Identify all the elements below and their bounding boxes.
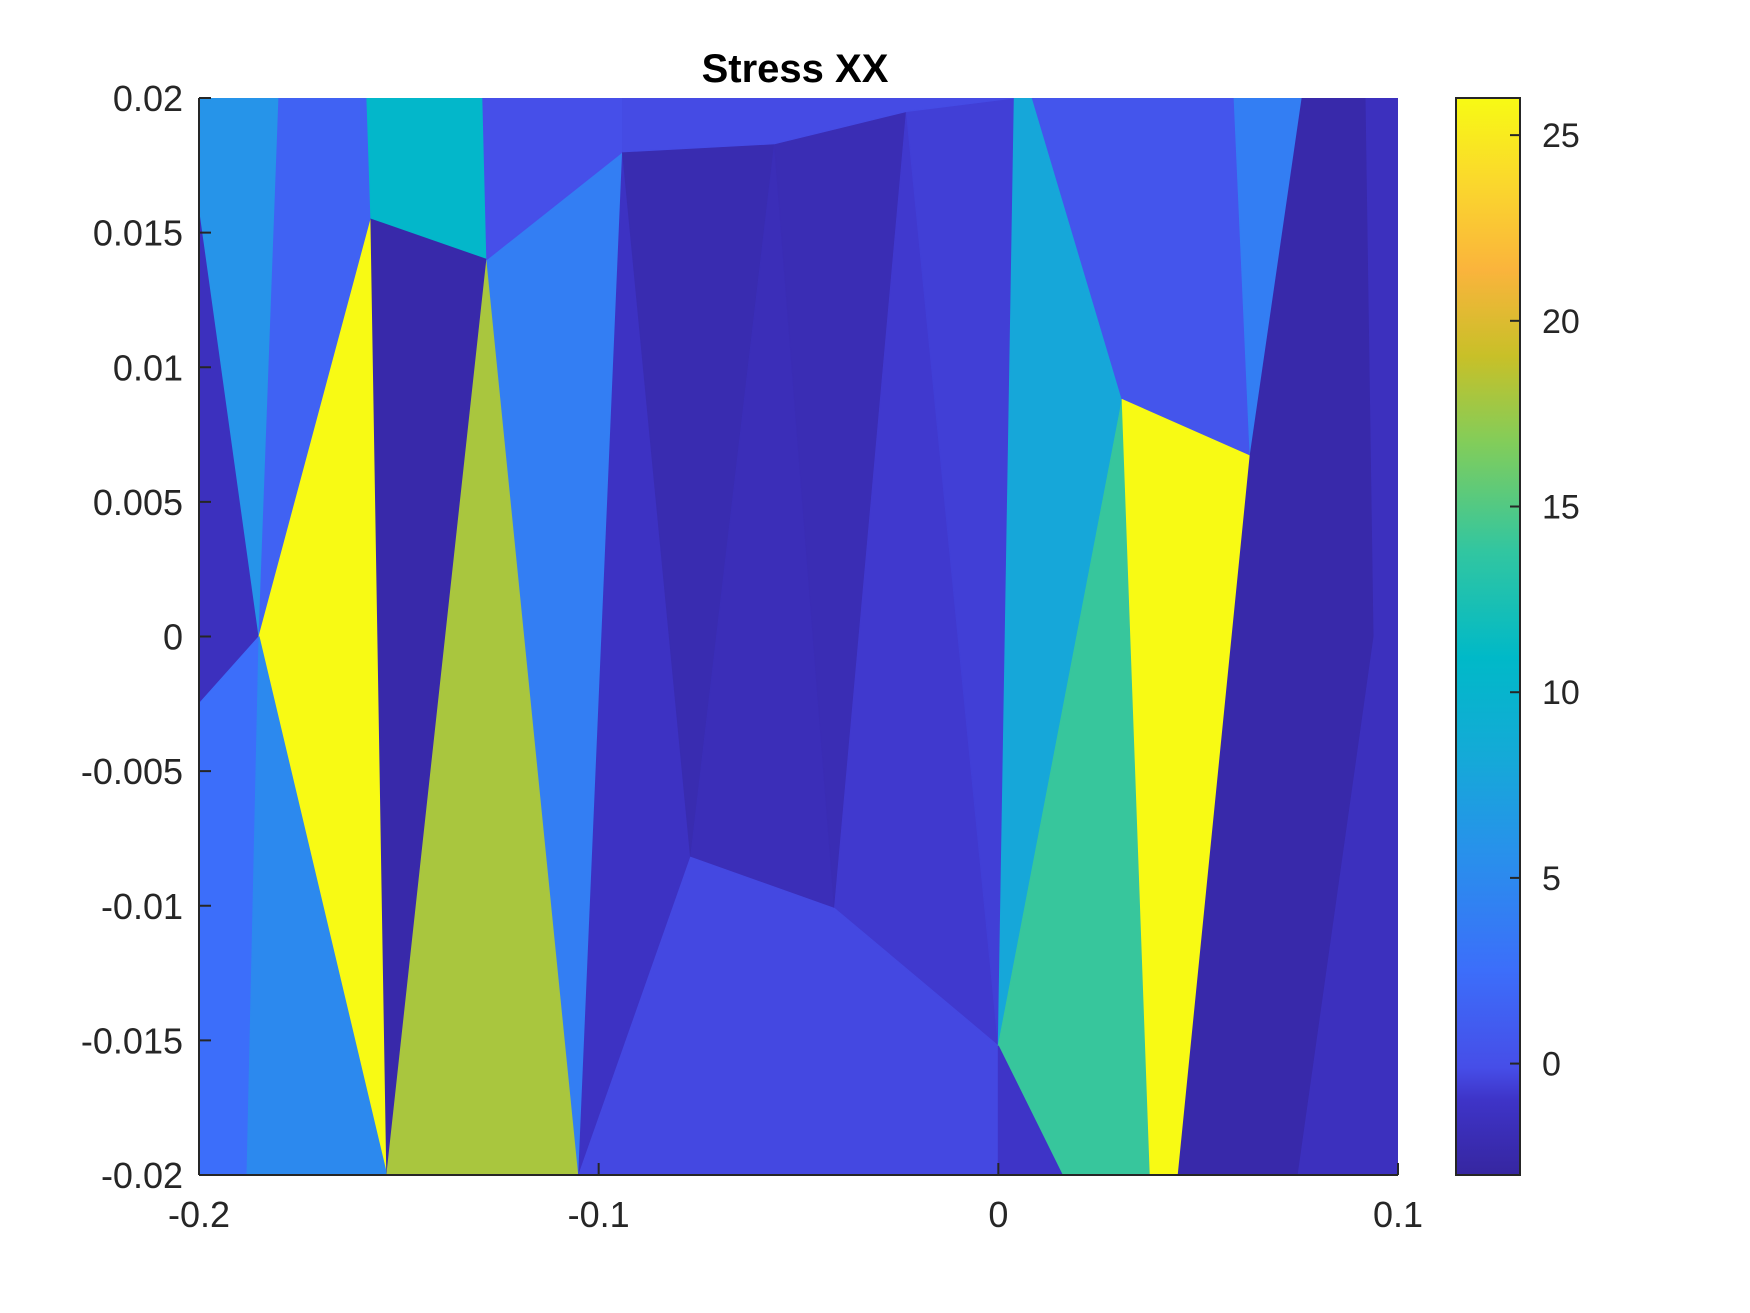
- y-tick-label: -0.01: [101, 886, 183, 927]
- contour-patch: [1297, 98, 1398, 1175]
- contour-patch: [1121, 398, 1251, 1175]
- y-tick-label: 0.01: [113, 347, 183, 388]
- y-tick-label: -0.02: [101, 1155, 183, 1196]
- axes: -0.2 -0.1 0 0.1 0.02 0.015 0.01 0.005 0 -0.005 -0.…: [81, 78, 1423, 1235]
- colorbar-gradient: [1455, 97, 1521, 1176]
- colorbar-tick-label: 0: [1542, 1046, 1561, 1084]
- x-tick-label: -0.2: [168, 1194, 230, 1235]
- colorbar-tick-label: 20: [1542, 303, 1580, 341]
- contour-patch: [1177, 98, 1375, 1175]
- colorbar-tick-label: 5: [1542, 860, 1561, 898]
- contour-patch: [246, 636, 388, 1175]
- colorbar: 25 20 15 10 5 0: [1455, 97, 1580, 1176]
- x-tick-label: -0.1: [568, 1194, 630, 1235]
- y-tick-label: -0.015: [81, 1020, 183, 1061]
- y-tick-label: 0: [163, 617, 183, 658]
- contour-patch: [997, 1045, 1063, 1175]
- chart-title: Stress XX: [702, 47, 889, 91]
- contour-patch: [622, 98, 1015, 153]
- colorbar-tick-label: 25: [1542, 117, 1580, 155]
- x-tick-label: 0.1: [1373, 1194, 1423, 1235]
- contour-patch: [199, 635, 260, 1175]
- y-tick-label: 0.02: [113, 78, 183, 119]
- contour-patches: [199, 98, 1398, 1175]
- y-tick-label: 0.005: [93, 482, 183, 523]
- colorbar-tick-label: 15: [1542, 489, 1580, 527]
- colorbar-tick-label: 10: [1542, 674, 1580, 712]
- y-tick-label: -0.005: [81, 751, 183, 792]
- plot-area: -0.2 -0.1 0 0.1 0.02 0.015 0.01 0.005 0 -0.005 -0.…: [81, 78, 1423, 1235]
- colorbar-ticks: 25 20 15 10 5 0: [1510, 117, 1580, 1084]
- y-tick-label: 0.015: [93, 213, 183, 254]
- x-tick-label: 0: [988, 1194, 1008, 1235]
- contour-patch: [578, 856, 999, 1175]
